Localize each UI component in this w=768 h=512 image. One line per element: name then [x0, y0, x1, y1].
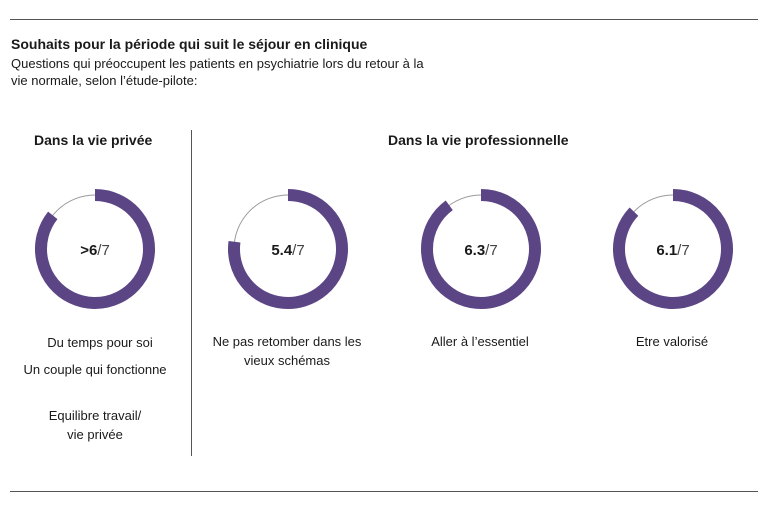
donut-1-value-label: >6/7 [80, 242, 110, 259]
chart-title: Souhaits pour la période qui suit le séj… [11, 36, 368, 52]
donut-3-value-label: 6.3/7 [464, 242, 497, 259]
donut-1-value-arc [35, 189, 155, 309]
donut-1-label-1: Du temps pour soi [47, 335, 153, 350]
section-heading-professional: Dans la vie professionnelle [388, 132, 569, 148]
donut-1-label-2: Un couple qui fonctionne [23, 362, 167, 377]
donut-4-value-label: 6.1/7 [656, 242, 689, 259]
section-heading-private: Dans la vie privée [34, 132, 153, 148]
donut-2-value-arc [228, 189, 348, 309]
bottom-rule [10, 491, 758, 492]
donut-4-label-1: Etre valorisé [635, 334, 709, 349]
top-rule [10, 19, 758, 20]
donut-2-value-label: 5.4/7 [271, 242, 304, 259]
donut-2-label-1: Ne pas retomber dans les vieux schémas [212, 334, 362, 368]
donut-4-value-arc [613, 189, 733, 309]
section-divider [191, 130, 192, 456]
donut-3-value-arc [421, 189, 541, 309]
donut-3-label-1: Aller à l’essentiel [431, 334, 529, 349]
donut-1-label-3: Equilibre travail/ vie privée [48, 408, 142, 442]
chart-subtitle: Questions qui préoccupent les patients e… [11, 56, 424, 88]
